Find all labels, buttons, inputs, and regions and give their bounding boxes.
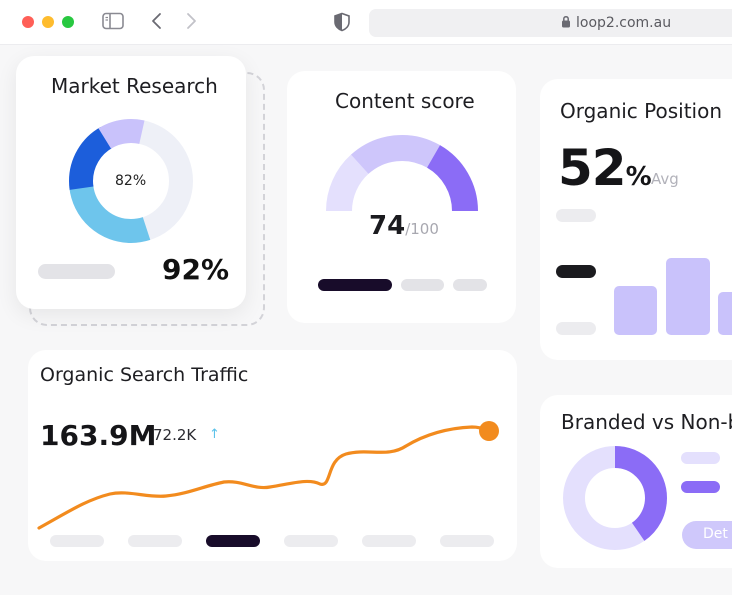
address-bar[interactable]: loop2.com.au — [369, 9, 732, 37]
content-score-max: /100 — [405, 220, 439, 238]
details-button[interactable]: Det — [682, 521, 732, 549]
organic-position-card[interactable]: Organic Position 52% Avg — [540, 79, 732, 360]
donut-center-label: 82% — [115, 173, 147, 189]
position-bar — [666, 258, 710, 335]
content-score-card[interactable]: Content score 74/100 — [287, 71, 516, 323]
timeline-segment — [50, 535, 104, 547]
organic-position-value: 52% — [558, 139, 652, 197]
position-bar — [614, 286, 657, 335]
timeline-segment-active[interactable] — [206, 535, 260, 547]
market-research-card[interactable]: Market Research 82% 92% — [16, 56, 246, 309]
market-research-donut — [69, 119, 193, 243]
progress-segment-active — [318, 279, 392, 291]
progress-segment — [401, 279, 444, 291]
timeline-segment — [128, 535, 182, 547]
browser-toolbar: loop2.com.au — [0, 0, 732, 45]
branded-donut — [563, 446, 667, 550]
content-score-value: 74/100 — [369, 211, 439, 241]
back-icon[interactable] — [150, 12, 164, 34]
organic-traffic-card[interactable]: Organic Search Traffic 163.9M 72.2K ↑ — [28, 350, 517, 561]
market-research-value: 92% — [162, 253, 230, 286]
traffic-total: 163.9M — [40, 419, 157, 452]
progress-segment — [453, 279, 487, 291]
timeline-segment — [284, 535, 338, 547]
content-score-gauge — [326, 134, 479, 212]
legend-bar-purple — [681, 481, 720, 493]
shield-icon[interactable] — [333, 12, 351, 36]
organic-traffic-title: Organic Search Traffic — [40, 364, 249, 386]
timeline-segment — [440, 535, 494, 547]
position-bar — [718, 292, 732, 335]
minimize-window-button[interactable] — [42, 16, 54, 28]
market-research-title: Market Research — [51, 74, 218, 98]
traffic-change: 72.2K — [153, 426, 197, 444]
maximize-window-button[interactable] — [62, 16, 74, 28]
traffic-line-chart — [37, 421, 499, 530]
placeholder-bar — [556, 209, 596, 222]
avg-label: Avg — [651, 170, 679, 188]
close-window-button[interactable] — [22, 16, 34, 28]
forward-icon[interactable] — [184, 12, 198, 34]
timeline-segment — [362, 535, 416, 547]
placeholder-bar — [556, 322, 596, 335]
traffic-endpoint — [479, 421, 499, 441]
url-text: loop2.com.au — [576, 15, 672, 31]
branded-card[interactable]: Branded vs Non-b Det — [540, 395, 732, 568]
trend-up-icon: ↑ — [209, 427, 220, 442]
legend-bar-light — [681, 452, 720, 464]
organic-position-title: Organic Position — [560, 99, 723, 123]
lock-icon — [562, 15, 570, 28]
content-score-title: Content score — [335, 89, 475, 113]
sidebar-toggle-icon[interactable] — [102, 12, 124, 34]
legend-bar-dark — [556, 265, 596, 278]
branded-title: Branded vs Non-b — [561, 410, 732, 434]
placeholder-bar — [38, 264, 115, 279]
